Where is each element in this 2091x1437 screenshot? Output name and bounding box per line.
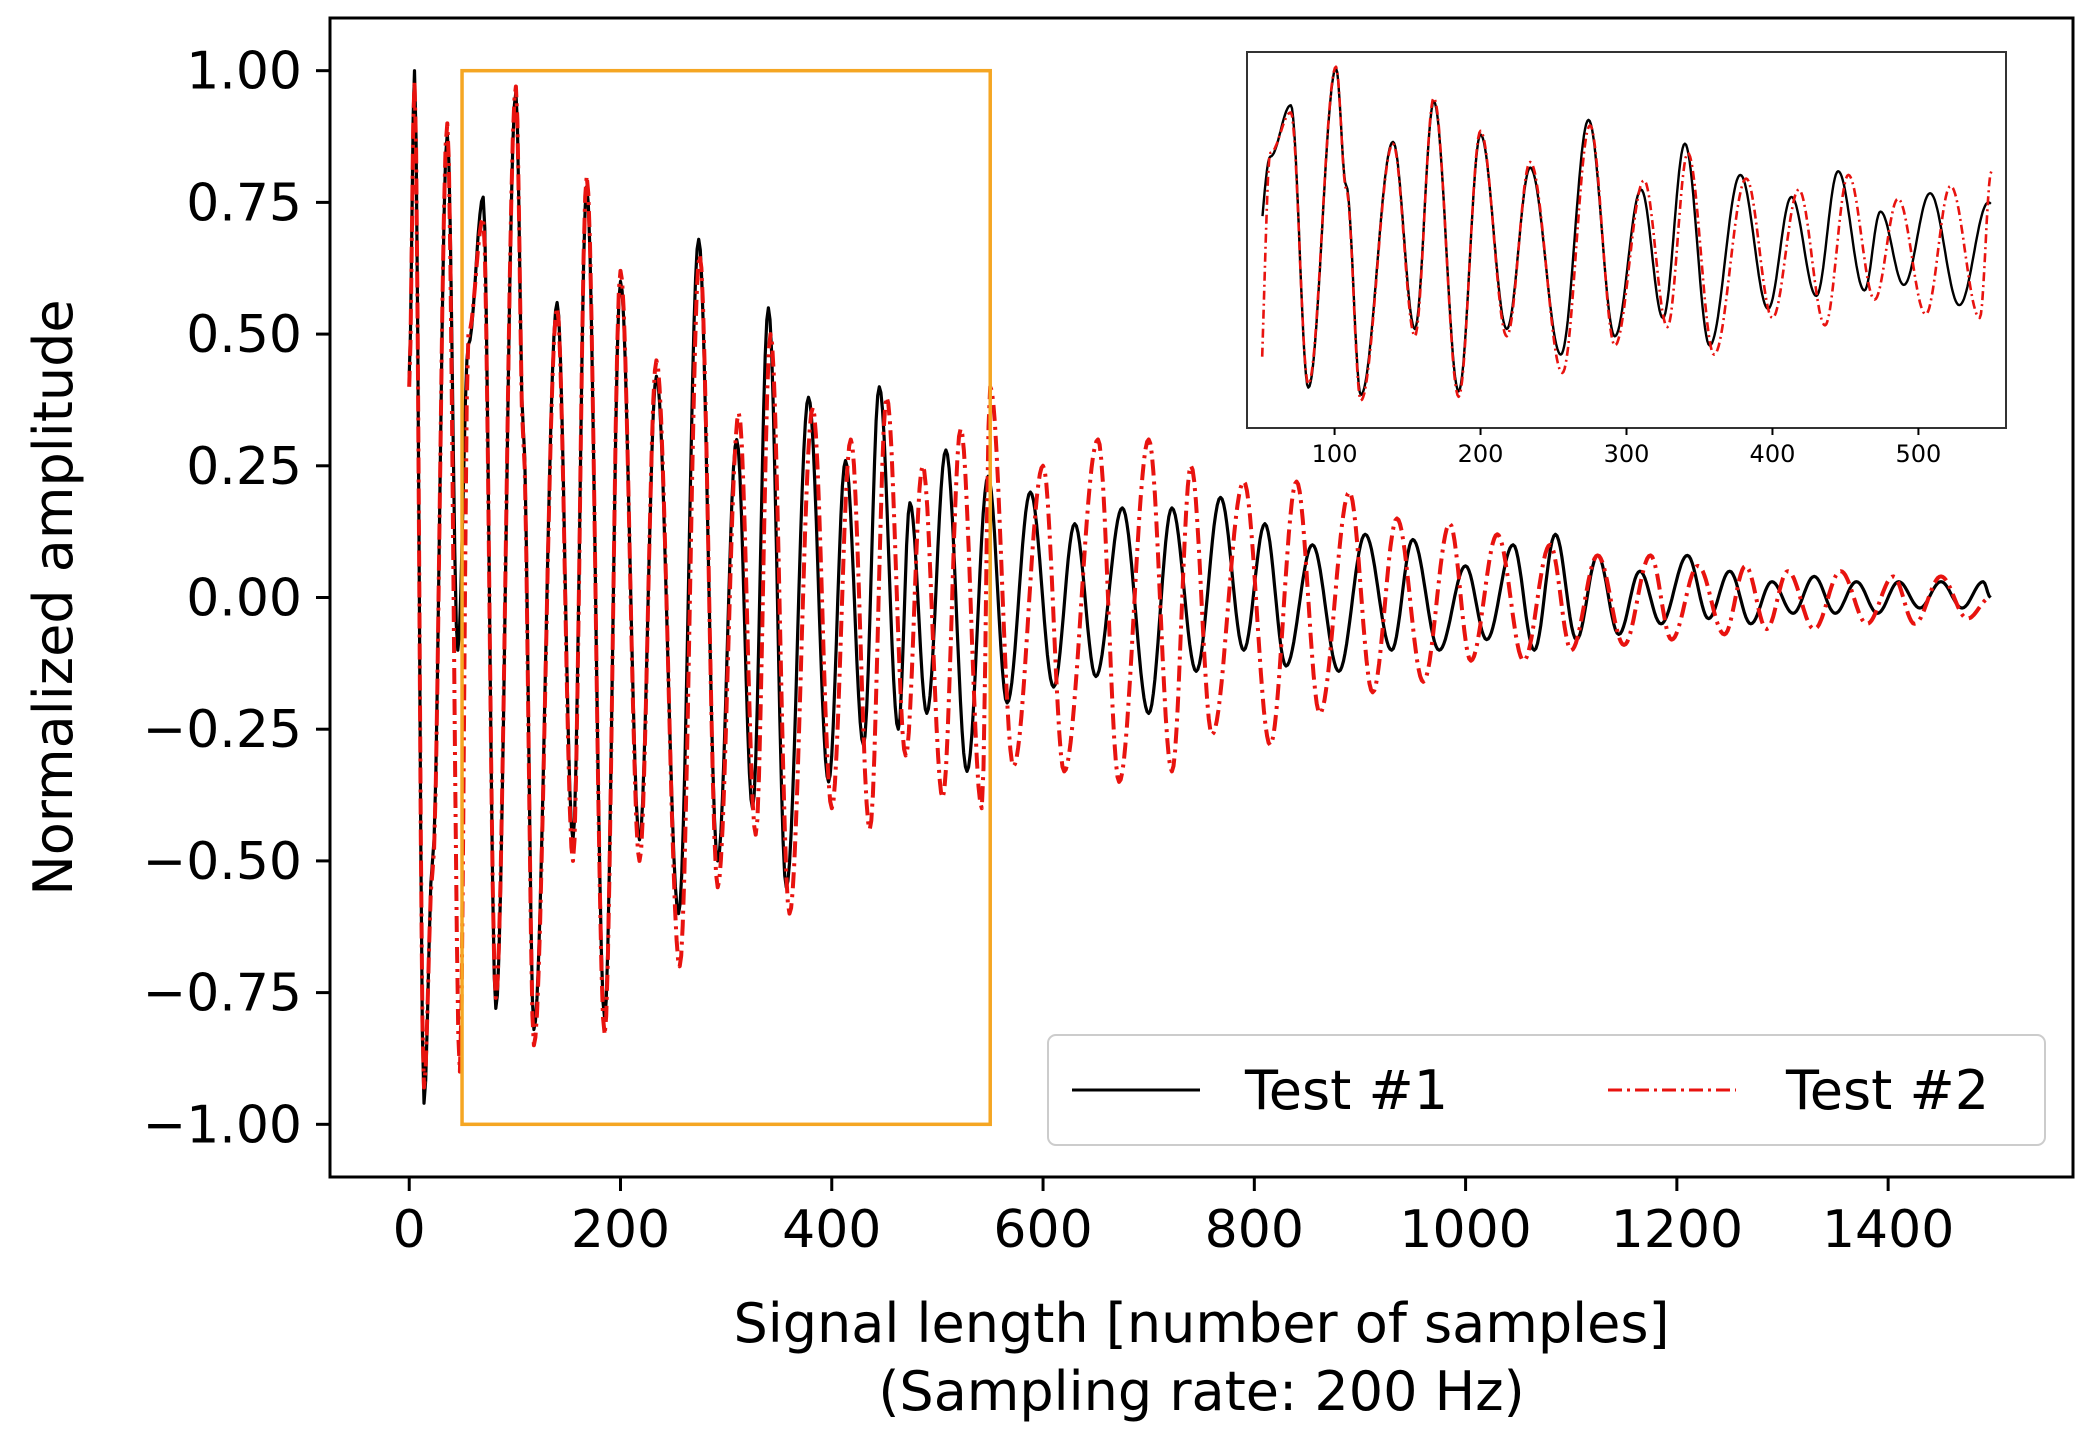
inset-x-tick-label: 300 (1604, 440, 1650, 468)
y-axis-ticks: 1.00 0.75 0.50 0.25 0.00 −0.25 −0.50 −0.75 −1.00 (143, 42, 330, 1155)
y-tick-label: 1.00 (186, 42, 302, 102)
x-tick-label: 1000 (1399, 1200, 1531, 1260)
y-tick-label: 0.75 (186, 173, 302, 233)
y-axis-label: Normalized amplitude (22, 299, 85, 895)
highlight-box (460, 68, 992, 1127)
inset-x-tick-label: 400 (1750, 440, 1796, 468)
inset-lines (1260, 65, 1993, 402)
inset-series-line-test-2 (1260, 65, 1993, 402)
y-tick-label: −0.75 (143, 964, 302, 1024)
inset-x-tick-label: 500 (1896, 440, 1942, 468)
legend-label-test-2: Test #2 (1785, 1059, 1989, 1122)
inset-x-tick-label: 100 (1312, 440, 1358, 468)
legend: Test #1 Test #2 (1047, 1034, 2046, 1146)
x-tick-label: 0 (393, 1200, 426, 1260)
x-axis-label-sampling-rate: (Sampling rate: 200 Hz) (878, 1360, 1524, 1423)
legend-label-test-1: Test #1 (1244, 1059, 1448, 1122)
y-tick-label: 0.25 (186, 437, 302, 497)
inset-x-tick-label: 200 (1458, 440, 1504, 468)
x-tick-label: 1400 (1822, 1200, 1954, 1260)
x-tick-label: 1200 (1611, 1200, 1743, 1260)
legend-box (1047, 1034, 2046, 1146)
main-plot-lines (407, 69, 1992, 1105)
series-line-test-2 (407, 79, 1992, 1090)
x-axis-label: Signal length [number of samples] (733, 1292, 1669, 1355)
inset-background (1247, 52, 2006, 428)
x-tick-label: 400 (782, 1200, 881, 1260)
y-tick-label: −0.50 (143, 832, 302, 892)
y-tick-label: −1.00 (143, 1095, 302, 1155)
inset-series-line-test-1 (1261, 67, 1992, 397)
highlight-box-layer (460, 68, 992, 1127)
x-tick-label: 600 (993, 1200, 1092, 1260)
x-tick-label: 800 (1205, 1200, 1304, 1260)
x-tick-label: 200 (571, 1200, 670, 1260)
y-tick-label: 0.00 (186, 569, 302, 629)
inset-plot: 100 200 300 400 500 (1246, 51, 2007, 468)
y-tick-label: 0.50 (186, 305, 302, 365)
x-axis-ticks: 0 200 400 600 800 1000 1200 1400 (393, 1177, 1954, 1260)
y-tick-label: −0.25 (143, 700, 302, 760)
